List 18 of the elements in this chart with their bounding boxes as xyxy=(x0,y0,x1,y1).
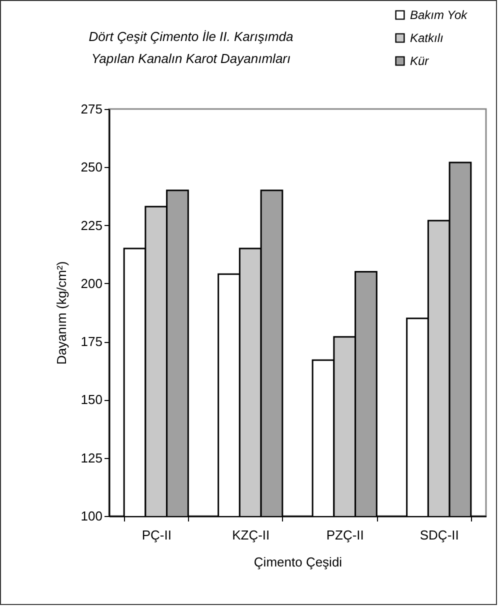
y-tick-label: 125 xyxy=(80,450,102,466)
y-tick-label: 100 xyxy=(80,508,102,524)
legend-label: Bakım Yok xyxy=(410,8,468,22)
chart-title: Dört Çeşit Çimento İle II. Karışımda Yapılan Kanalın Karot Dayanımları xyxy=(88,29,294,66)
x-tick-label: PÇ-II xyxy=(142,528,172,542)
x-tick-label: PZÇ-II xyxy=(326,528,364,542)
legend-label: Katkılı xyxy=(410,31,444,45)
y-tick-label: 200 xyxy=(80,276,102,291)
x-tick-label: SDÇ-II xyxy=(420,528,459,542)
y-tick-label: 175 xyxy=(80,334,102,350)
y-tick-label: 150 xyxy=(80,392,102,408)
y-tick-label: 225 xyxy=(80,218,102,233)
legend-label: Kür xyxy=(410,54,430,68)
x-axis-title: Çimento Çeşidi xyxy=(254,554,342,570)
y-tick-label: 275 xyxy=(80,102,102,116)
x-tick-label: KZÇ-II xyxy=(232,528,270,542)
y-tick-label: 250 xyxy=(80,160,102,175)
y-axis-title: Dayanım (kg/cm²) xyxy=(54,261,69,365)
